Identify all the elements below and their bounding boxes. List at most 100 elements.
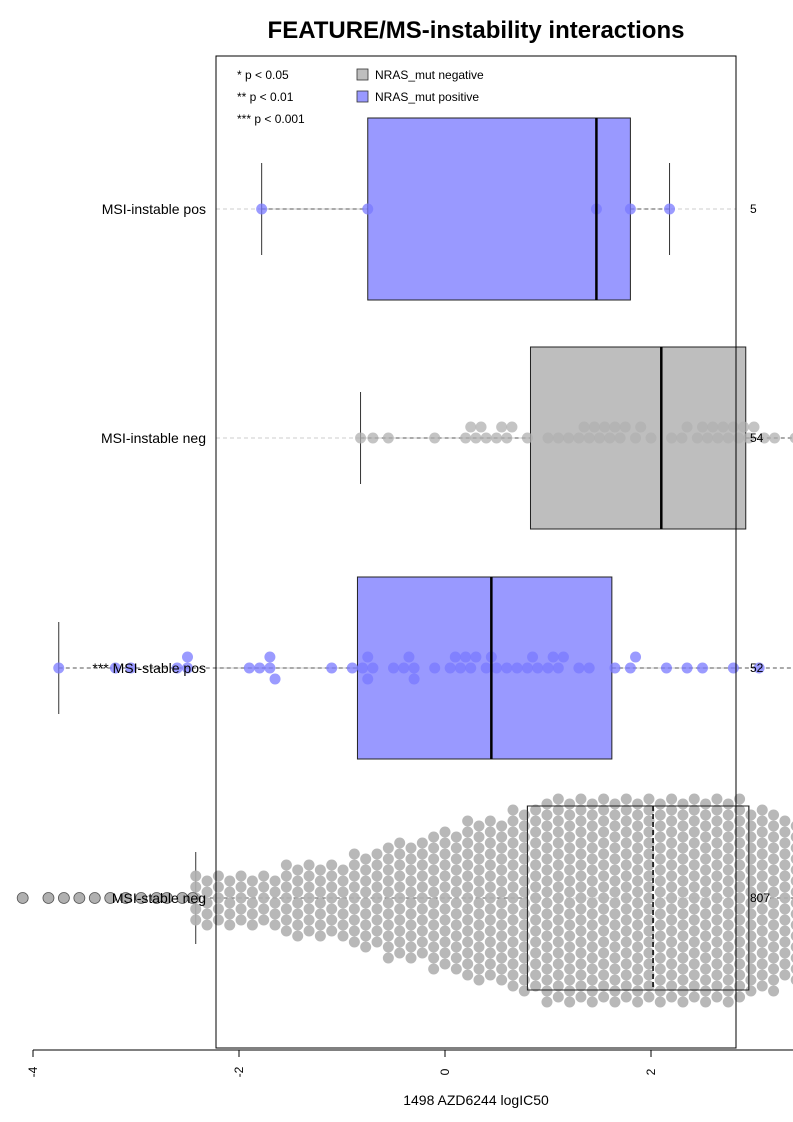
data-point [484, 881, 496, 893]
data-point [632, 952, 644, 964]
data-point [654, 831, 666, 843]
group-count: 54 [750, 431, 764, 445]
data-point [768, 941, 780, 953]
data-point [779, 892, 791, 904]
data-point [779, 947, 791, 959]
data-point [666, 793, 678, 805]
data-point [371, 870, 383, 882]
data-point [700, 908, 712, 920]
data-point [666, 958, 678, 970]
data-point [428, 963, 440, 975]
data-point [756, 925, 768, 937]
data-point [530, 925, 542, 937]
data-point [491, 662, 502, 674]
data-point [722, 974, 734, 986]
data-point [643, 837, 655, 849]
data-point [654, 930, 666, 942]
data-point [473, 886, 485, 898]
data-point [280, 870, 292, 882]
data-point [711, 991, 723, 1003]
data-point [547, 651, 559, 663]
data-point [552, 914, 564, 926]
data-point [462, 903, 474, 915]
data-point [586, 864, 598, 876]
data-point [575, 837, 587, 849]
data-point [532, 662, 544, 674]
data-point [564, 897, 576, 909]
data-point [439, 859, 451, 871]
data-point [541, 985, 553, 997]
data-point [586, 919, 598, 931]
data-point [564, 941, 576, 953]
data-point [367, 662, 379, 674]
data-point [688, 936, 700, 948]
data-point [507, 925, 519, 937]
data-point [677, 974, 689, 986]
data-point [722, 908, 734, 920]
data-point [790, 953, 793, 963]
data-point [462, 848, 474, 860]
data-point [382, 842, 394, 854]
data-point [473, 930, 485, 942]
data-point [382, 952, 394, 964]
data-point [382, 897, 394, 909]
data-point [654, 996, 666, 1008]
data-point [700, 941, 712, 953]
data-point [348, 936, 360, 948]
data-point [598, 848, 610, 860]
data-point [711, 859, 723, 871]
data-point [779, 903, 791, 915]
data-point [530, 848, 542, 860]
data-point [394, 914, 406, 926]
data-point [360, 886, 372, 898]
data-point [473, 941, 485, 953]
data-point [473, 908, 485, 920]
data-point [507, 826, 519, 838]
data-point [182, 651, 193, 663]
data-point [609, 930, 621, 942]
data-point [405, 864, 417, 876]
data-point [212, 881, 224, 893]
data-point [654, 842, 666, 854]
data-point [224, 908, 236, 920]
data-point [541, 864, 553, 876]
data-point [654, 875, 666, 887]
data-point [269, 908, 281, 920]
data-point [462, 837, 474, 849]
data-point [212, 870, 224, 882]
data-point [677, 809, 689, 821]
data-point [790, 898, 793, 908]
data-point [609, 809, 621, 821]
data-point [700, 963, 712, 975]
data-point [201, 897, 213, 909]
data-point [450, 897, 462, 909]
legend-label: NRAS_mut negative [375, 68, 484, 82]
data-point [439, 881, 451, 893]
data-point [518, 875, 530, 887]
data-point [303, 914, 315, 926]
data-point [722, 842, 734, 854]
data-point [711, 848, 723, 860]
data-point [632, 941, 644, 953]
data-point [408, 662, 420, 674]
data-point [643, 914, 655, 926]
data-point [688, 848, 700, 860]
data-point [496, 952, 508, 964]
data-point [632, 842, 644, 854]
data-point [496, 831, 508, 843]
data-point [439, 925, 451, 937]
data-point [371, 914, 383, 926]
data-point [473, 875, 485, 887]
data-point [575, 826, 587, 838]
data-point [462, 859, 474, 871]
data-point [700, 809, 712, 821]
data-point [439, 947, 451, 959]
data-point [314, 919, 326, 931]
data-point [292, 930, 304, 942]
data-point [382, 853, 394, 865]
data-point [480, 662, 492, 674]
data-point [614, 432, 626, 444]
data-point [212, 892, 224, 904]
data-point [541, 974, 553, 986]
data-point [609, 875, 621, 887]
